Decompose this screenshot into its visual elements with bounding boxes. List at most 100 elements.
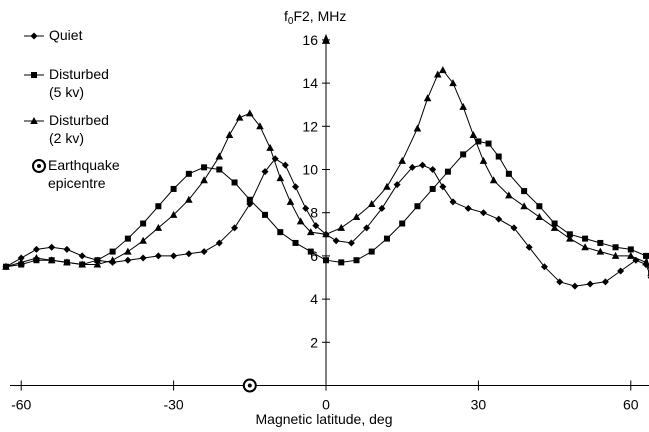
series-quiet-point xyxy=(154,252,162,260)
series-dist2-point xyxy=(47,256,56,264)
series-dist5-point xyxy=(170,185,177,192)
series-quiet-point xyxy=(601,278,609,286)
series-dist2-point xyxy=(63,258,71,266)
series-dist5-point xyxy=(485,140,492,147)
series-quiet-point xyxy=(347,239,355,247)
series-quiet-point xyxy=(261,168,269,176)
series-dist2-point xyxy=(124,247,132,255)
series-dist5-point xyxy=(201,164,208,171)
series-dist5-point xyxy=(643,252,649,259)
y-tick-label: 16 xyxy=(302,32,318,48)
series-quiet-point xyxy=(200,248,208,256)
series-quiet-point xyxy=(525,243,533,251)
legend-marker-dist5 xyxy=(31,72,37,78)
series-dist2-point xyxy=(200,176,208,184)
series-quiet-point xyxy=(556,278,564,286)
y-axis-label: f0F2, MHz xyxy=(284,8,346,27)
series-dist2-point xyxy=(246,109,254,117)
series-dist2-point xyxy=(215,152,224,160)
series-dist2-point xyxy=(423,94,432,102)
legend-label-dist2: Disturbed xyxy=(49,112,109,128)
series-dist2-point xyxy=(596,247,605,255)
series-dist5-point xyxy=(262,211,269,218)
series-dist2-point xyxy=(433,70,442,78)
series-quiet-point xyxy=(292,183,300,191)
series-quiet-point xyxy=(363,224,371,232)
series-dist5-point xyxy=(521,188,528,195)
axes: -60 -30 0 30 60 2 4 6 8 10 12 14 16 Magnetic latitude… xyxy=(10,8,649,427)
legend-label-quiet: Quiet xyxy=(49,27,83,43)
legend-marker-dist2 xyxy=(30,117,38,124)
series-dist5-point xyxy=(536,203,543,210)
series-dist5-point xyxy=(124,235,131,242)
series-quiet-point xyxy=(185,250,193,258)
x-tick-label: 30 xyxy=(471,397,487,413)
series-dist2-point xyxy=(459,102,467,110)
series-dist2-point xyxy=(642,258,649,266)
legend-entry-quiet: Quiet xyxy=(24,27,83,43)
series-quiet-point xyxy=(231,224,239,232)
series-dist2-point xyxy=(505,191,513,199)
legend-label-epicentre: epicentre xyxy=(48,175,106,191)
y-axis-arrow xyxy=(322,33,330,44)
series-quiet-point xyxy=(419,161,427,169)
series-dist5-point xyxy=(460,151,467,158)
series-quiet-point xyxy=(32,245,40,253)
series-quiet-point xyxy=(571,282,579,290)
series-dist2-point xyxy=(78,260,86,268)
series-dist5-point xyxy=(246,196,253,203)
series-dist2-point xyxy=(479,156,488,164)
series-quiet-point xyxy=(312,222,320,230)
series-quiet-point xyxy=(429,166,437,173)
legend-label-epicentre: Earthquake xyxy=(48,157,120,173)
series-dist5-point xyxy=(140,220,147,227)
series-dist2-point xyxy=(489,176,498,184)
series-dist2-point xyxy=(296,217,305,225)
series-dist5-point xyxy=(368,248,375,255)
series-dist5-point xyxy=(582,235,589,242)
series-dist2-line xyxy=(5,69,649,270)
series-quiet-point xyxy=(439,183,447,191)
series-dist2-point xyxy=(520,202,528,210)
x-tick-label: -30 xyxy=(163,397,183,413)
series-dist2-point xyxy=(169,210,178,218)
x-axis-label: Magnetic latitude, deg xyxy=(256,411,393,427)
y-tick-label: 4 xyxy=(310,291,318,307)
series-dist5-point xyxy=(353,257,360,264)
y-tick-label: 2 xyxy=(310,334,318,350)
series-quiet-point xyxy=(302,204,310,212)
series-dist2-point xyxy=(352,213,361,221)
series-dist2-point xyxy=(566,234,574,242)
series-quiet-point xyxy=(378,204,386,212)
series-quiet-point xyxy=(586,280,594,288)
series-quiet-point xyxy=(215,239,223,247)
legend-marker-quiet xyxy=(30,32,38,40)
legend-marker-epicentre-dot xyxy=(37,164,41,168)
series-dist2-point xyxy=(139,236,147,244)
series-dist2-point xyxy=(322,230,330,238)
series-dist2-point xyxy=(108,256,117,264)
series-dist2-point xyxy=(235,113,244,121)
series-dist5-point xyxy=(627,246,634,253)
series-quiet-point xyxy=(17,254,25,262)
series-dist2-point xyxy=(256,122,264,130)
series-dist2-point xyxy=(611,251,620,259)
series-layer xyxy=(2,66,649,290)
series-dist5-point xyxy=(109,248,116,255)
series-dist2-point xyxy=(627,251,635,259)
series-dist2-point xyxy=(266,143,274,151)
series-quiet-point xyxy=(281,161,289,169)
series-dist5-point xyxy=(216,166,223,173)
series-dist2-point xyxy=(398,156,406,164)
series-dist2-point xyxy=(469,130,478,138)
legend-entry-dist5: Disturbed (5 kv) xyxy=(24,66,109,100)
y-tick-label: 8 xyxy=(310,205,318,221)
series-dist2-point xyxy=(449,79,457,87)
series-dist5-point xyxy=(94,257,101,264)
series-dist2-point xyxy=(225,130,234,138)
series-dist2-point xyxy=(185,195,193,203)
series-quiet-point xyxy=(464,204,472,212)
legend-entry-dist2: Disturbed (2 kv) xyxy=(24,112,109,146)
series-dist5-point xyxy=(551,220,558,227)
